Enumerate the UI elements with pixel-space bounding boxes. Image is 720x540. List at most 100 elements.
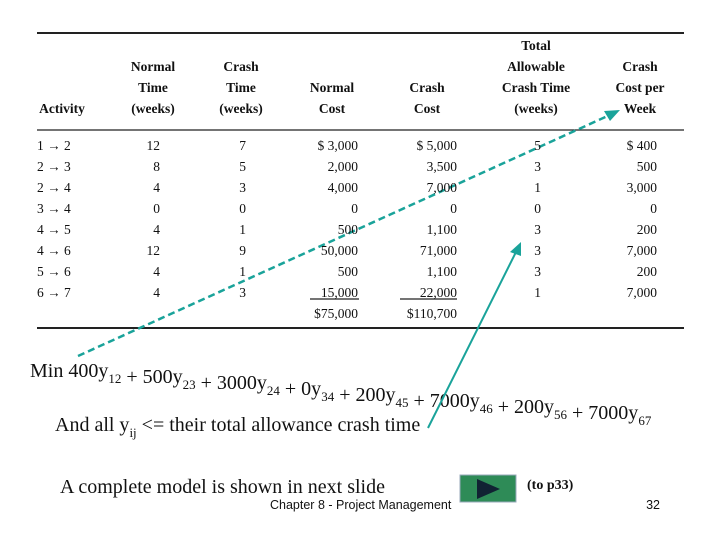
cell: 4 → 5 [37, 222, 71, 237]
term: + 500y [126, 366, 182, 388]
cell: 2,000 [328, 159, 359, 174]
subscript: 12 [108, 371, 121, 386]
solid-arrow [427, 251, 517, 429]
cell: 50,000 [321, 243, 358, 258]
subscript: 46 [480, 401, 494, 416]
cell: 2 → 3 [37, 159, 71, 174]
column-header: (weeks) [514, 101, 558, 116]
cell: 3,500 [427, 159, 458, 174]
cell: 7 [239, 138, 246, 153]
cell: 7,000 [627, 285, 658, 300]
arrow-head [510, 242, 521, 256]
cell: $ 400 [627, 138, 658, 153]
cell: 4,000 [328, 180, 359, 195]
cell: 4 [153, 285, 160, 300]
column-header: (weeks) [219, 101, 263, 116]
cell: 71,000 [420, 243, 457, 258]
cell: 12 [147, 243, 161, 258]
column-header: Cost [319, 101, 346, 116]
page-number: 32 [646, 498, 660, 512]
arrow-head [604, 110, 620, 121]
cell: 200 [637, 222, 658, 237]
column-header: Cost per [615, 80, 664, 95]
cell: 6 → 7 [37, 285, 71, 300]
cell: 0 [239, 201, 246, 216]
subscript: ij [129, 425, 136, 440]
cell: 0 [153, 201, 160, 216]
column-header: Crash Time [502, 80, 570, 95]
cell: 12 [147, 138, 161, 153]
column-header: Week [624, 101, 657, 116]
cell: 1 [534, 180, 541, 195]
cell: 22,000 [420, 285, 457, 300]
column-header: Crash [622, 59, 658, 74]
cell: 3 [534, 264, 541, 279]
subscript: 56 [554, 407, 568, 422]
cell: 15,000 [321, 285, 358, 300]
cell: 1 [534, 285, 541, 300]
cell: 1,100 [427, 222, 458, 237]
cell: $ 3,000 [318, 138, 359, 153]
cell: 5 → 6 [37, 264, 71, 279]
next-note: A complete model is shown in next slide [60, 476, 385, 498]
subscript: 45 [395, 395, 408, 410]
cell: 5 [534, 138, 541, 153]
cell: 500 [637, 159, 658, 174]
cell: 500 [338, 222, 359, 237]
column-header: Allowable [507, 59, 565, 74]
subscript: 23 [183, 377, 196, 392]
cell: 2 → 4 [37, 180, 71, 195]
column-header: Crash [223, 59, 259, 74]
cell: 500 [338, 264, 359, 279]
column-header: (weeks) [131, 101, 175, 116]
term: + 7000y [413, 390, 479, 412]
constraint: And all yij <= their total allowance cras… [55, 414, 420, 440]
cell: 0 [650, 201, 657, 216]
cell: 7,000 [627, 243, 658, 258]
term: 400y [68, 360, 108, 382]
term: + 3000y [201, 372, 267, 394]
cell: $ 5,000 [417, 138, 458, 153]
cell: 1 → 2 [37, 138, 71, 153]
term: + 200y [498, 396, 554, 418]
subscript: 67 [638, 413, 652, 428]
dashed-arrow [77, 112, 613, 358]
column-header: Crash [409, 80, 445, 95]
objective-prefix: Min [30, 360, 63, 382]
total: $110,700 [407, 306, 457, 321]
column-header: Normal [131, 59, 175, 74]
link-label[interactable]: (to p33) [527, 478, 574, 493]
cell: 1 [239, 264, 246, 279]
subscript: 24 [267, 383, 281, 398]
cell: 7,000 [427, 180, 458, 195]
column-header: Time [226, 80, 256, 95]
term: + 7000y [572, 402, 638, 424]
cell: 200 [637, 264, 658, 279]
next-button[interactable] [459, 474, 517, 503]
objective: Min 400y12 + 500y23 + 3000y24 + 0y34 + 200y45… [30, 360, 652, 428]
subscript: 34 [321, 389, 335, 404]
cell: 3 [239, 285, 246, 300]
cell: 8 [153, 159, 160, 174]
cell: 3 [534, 159, 541, 174]
cell: 5 [239, 159, 246, 174]
column-header: Total [521, 38, 551, 53]
cell: 4 → 6 [37, 243, 71, 258]
button-face[interactable] [459, 474, 517, 503]
cell: 3 [534, 243, 541, 258]
cell: 3 [534, 222, 541, 237]
footer-chapter: Chapter 8 - Project Management [270, 498, 452, 512]
annotation-arrows [77, 110, 620, 429]
cell: 0 [351, 201, 358, 216]
cell: 3 [239, 180, 246, 195]
cell: 4 [153, 180, 160, 195]
play-icon[interactable] [477, 479, 500, 499]
column-header: Activity [39, 101, 85, 116]
term: + 0y [285, 378, 321, 400]
cell: 9 [239, 243, 246, 258]
term: + 200y [339, 384, 395, 406]
column-header: Cost [414, 101, 441, 116]
cell: 3 → 4 [37, 201, 71, 216]
